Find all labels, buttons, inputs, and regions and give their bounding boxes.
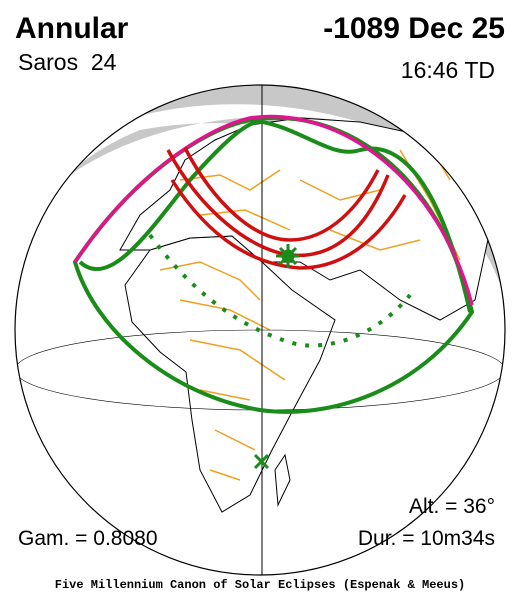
central-line xyxy=(183,147,380,242)
time: 16:46 TD xyxy=(401,57,495,83)
borders xyxy=(159,129,461,481)
central-limit xyxy=(170,179,407,270)
max-eclipse-curve xyxy=(73,114,474,306)
date: -1089 Dec 25 xyxy=(323,12,505,45)
altitude: Alt. = 36° xyxy=(409,495,495,518)
title: Annular xyxy=(15,12,129,45)
gamma: Gam. = 0.8080 xyxy=(18,527,158,550)
saros: Saros 24 xyxy=(18,49,117,75)
rise-set-curve xyxy=(78,119,263,271)
sub-solar-marker xyxy=(253,453,270,470)
globe-outline xyxy=(14,84,506,576)
madagascar xyxy=(274,453,291,507)
footer: Five Millennium Canon of Solar Eclipses … xyxy=(55,578,465,592)
duration: Dur. = 10m34s xyxy=(358,527,495,550)
greatest-eclipse-marker xyxy=(276,244,300,268)
